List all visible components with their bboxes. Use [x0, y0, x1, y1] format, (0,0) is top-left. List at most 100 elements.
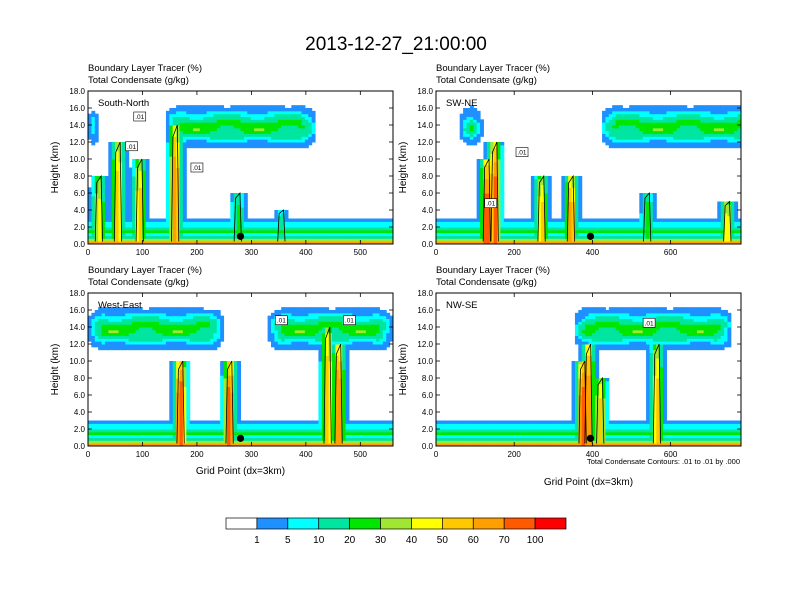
contour-label: .01	[645, 320, 654, 327]
x-tick-label: 0	[86, 248, 91, 257]
contour-label-box	[190, 162, 204, 173]
colorbar-swatch	[411, 517, 443, 530]
y-tick-label: 2.0	[422, 425, 434, 434]
colorbar-label: 30	[375, 535, 387, 546]
location-marker	[236, 232, 245, 240]
y-tick-label: 10.0	[417, 155, 433, 164]
x-tick-label: 100	[136, 450, 150, 459]
y-tick-label: 2.0	[422, 223, 434, 232]
colorbar-swatch	[287, 517, 320, 530]
x-tick-label: 400	[299, 248, 313, 257]
condensate-contour	[225, 360, 234, 444]
colorbar-swatch	[349, 517, 381, 530]
panel-nw-se: .01 0.0 2.0 4.0 6.0 8.0 10.0 12.0 14.0 16.0 18.0 0 2…	[398, 265, 742, 488]
figure-title: 2013-12-27_21:00:00	[305, 34, 487, 55]
tracer-field	[436, 307, 741, 446]
y-tick-label: 6.0	[74, 391, 86, 400]
x-tick-label: 300	[245, 248, 259, 257]
y-tick-label: 8.0	[422, 374, 434, 383]
y-tick-label: 8.0	[74, 374, 86, 383]
x-tick-label: 500	[354, 248, 368, 257]
panel-label-tracer: Boundary Layer Tracer (%)	[88, 63, 202, 74]
y-tick-label: 18.0	[69, 289, 85, 298]
condensate-contour	[643, 191, 652, 242]
y-tick-label: 2.0	[74, 425, 86, 434]
panel-label-condensate: Total Condensate (g/kg)	[88, 277, 189, 288]
tracer-field	[88, 307, 393, 446]
panel-sw-ne: .01 .01 0.0 2.0 4.0 6.0 8.0 10.0 12.0 14.0 16.0 18.…	[398, 63, 742, 257]
x-tick-label: 600	[664, 248, 678, 257]
contour-label: .01	[135, 114, 144, 121]
y-tick-label: 12.0	[417, 138, 433, 147]
contour-label-box	[133, 111, 147, 122]
condensate-contour	[537, 174, 546, 242]
contour-label: .01	[192, 165, 201, 172]
condensate-contour	[113, 141, 123, 242]
y-tick-label: 6.0	[422, 391, 434, 400]
condensate-contour	[176, 360, 185, 444]
panel-south-north: .01 .01 .01 0.0 2.0 4.0 6.0 8.0 10.0 12.0 14.0 16.0…	[50, 63, 394, 257]
y-tick-label: 18.0	[417, 289, 433, 298]
tracer-field	[436, 105, 741, 244]
plot-frame	[435, 292, 742, 447]
plot-frame	[87, 90, 394, 245]
panel-name: NW-SE	[446, 300, 478, 311]
colorbar-swatch	[503, 517, 536, 530]
colorbar-label: 70	[499, 535, 511, 546]
colorbar-label: 50	[437, 535, 449, 546]
condensate-contour	[334, 343, 343, 444]
x-tick-label: 500	[354, 450, 368, 459]
y-tick-label: 14.0	[69, 121, 85, 130]
panel-name: SW-NE	[446, 98, 478, 109]
y-axis-title: Height (km)	[50, 344, 61, 396]
y-tick-label: 4.0	[422, 206, 434, 215]
y-tick-label: 14.0	[69, 323, 85, 332]
condensate-contour	[135, 158, 144, 242]
contour-label-box	[515, 147, 529, 157]
x-tick-label: 0	[434, 248, 439, 257]
x-tick-label: 0	[86, 450, 91, 459]
panel-name: West-East	[98, 300, 142, 311]
contour-label: .01	[345, 318, 354, 325]
y-axis-title: Height (km)	[398, 142, 409, 194]
x-tick-label: 400	[586, 450, 600, 459]
colorbar-label: 60	[468, 535, 480, 546]
x-tick-label: 200	[508, 248, 522, 257]
y-tick-label: 16.0	[417, 306, 433, 315]
colorbar-swatch	[318, 517, 350, 530]
condensate-contour	[490, 141, 499, 242]
condensate-contour	[566, 174, 575, 242]
contour-label: .01	[277, 318, 286, 325]
y-tick-label: 12.0	[69, 340, 85, 349]
location-marker	[586, 232, 595, 240]
location-marker	[586, 434, 595, 442]
x-tick-label: 400	[299, 450, 313, 459]
colorbar-swatch	[380, 517, 412, 530]
colorbar-label: 1	[254, 535, 260, 546]
x-tick-label: 600	[664, 450, 678, 459]
condensate-contour	[171, 124, 180, 242]
colorbar-label: 100	[527, 535, 544, 546]
colorbar: 1 5 10 20 30 40 50 60 70 100	[225, 517, 567, 546]
condensate-contour	[596, 376, 605, 444]
y-axis-title: Height (km)	[398, 344, 409, 396]
condensate-contour	[652, 343, 661, 444]
y-tick-label: 16.0	[417, 104, 433, 113]
y-tick-label: 0.0	[422, 240, 434, 249]
y-tick-label: 14.0	[417, 121, 433, 130]
y-tick-label: 12.0	[417, 340, 433, 349]
panel-label-tracer: Boundary Layer Tracer (%)	[88, 265, 202, 276]
x-tick-label: 0	[434, 450, 439, 459]
contour-label-box	[642, 317, 656, 328]
colorbar-swatch	[256, 517, 289, 530]
y-tick-label: 0.0	[74, 240, 86, 249]
condensate-contours	[578, 343, 661, 444]
y-tick-label: 0.0	[422, 442, 434, 451]
y-tick-label: 10.0	[69, 155, 85, 164]
y-axis-title: Height (km)	[50, 142, 61, 194]
plot-frame	[87, 292, 394, 447]
panels: .01 .01 .01 0.0 2.0 4.0 6.0 8.0 10.0 12.0 14.0 16.0…	[50, 63, 742, 488]
plot-frame	[435, 90, 742, 245]
y-tick-label: 8.0	[422, 172, 434, 181]
